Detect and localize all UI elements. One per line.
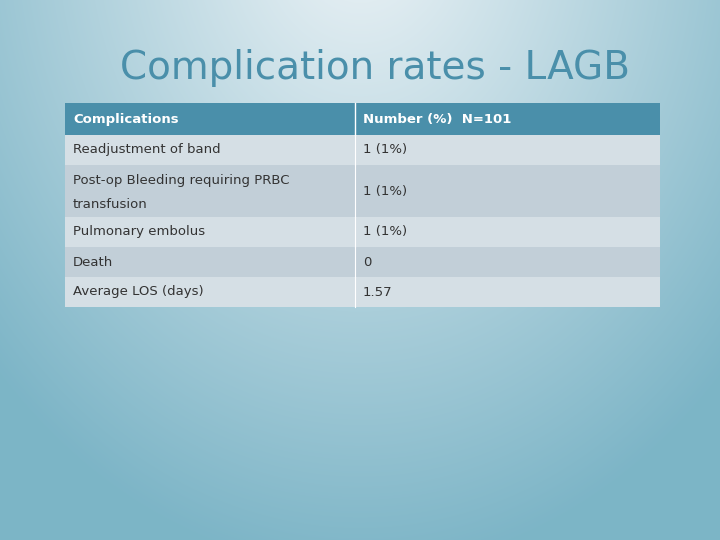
- Text: Readjustment of band: Readjustment of band: [73, 144, 220, 157]
- Text: 1 (1%): 1 (1%): [363, 144, 407, 157]
- Bar: [65, 247, 660, 277]
- Text: transfusion: transfusion: [73, 198, 148, 211]
- Bar: [65, 217, 660, 247]
- Text: Pulmonary embolus: Pulmonary embolus: [73, 226, 205, 239]
- Bar: [65, 165, 660, 217]
- Bar: [65, 103, 660, 135]
- Bar: [65, 277, 660, 307]
- Text: 1.57: 1.57: [363, 286, 392, 299]
- Text: 1 (1%): 1 (1%): [363, 226, 407, 239]
- Text: Complication rates - LAGB: Complication rates - LAGB: [120, 49, 630, 87]
- Text: Number (%)  N=101: Number (%) N=101: [363, 112, 511, 125]
- Text: Average LOS (days): Average LOS (days): [73, 286, 204, 299]
- Text: Post-op Bleeding requiring PRBC: Post-op Bleeding requiring PRBC: [73, 174, 289, 187]
- Text: Death: Death: [73, 255, 113, 268]
- Bar: [65, 135, 660, 165]
- Text: 1 (1%): 1 (1%): [363, 185, 407, 198]
- Text: 0: 0: [363, 255, 372, 268]
- Text: Complications: Complications: [73, 112, 179, 125]
